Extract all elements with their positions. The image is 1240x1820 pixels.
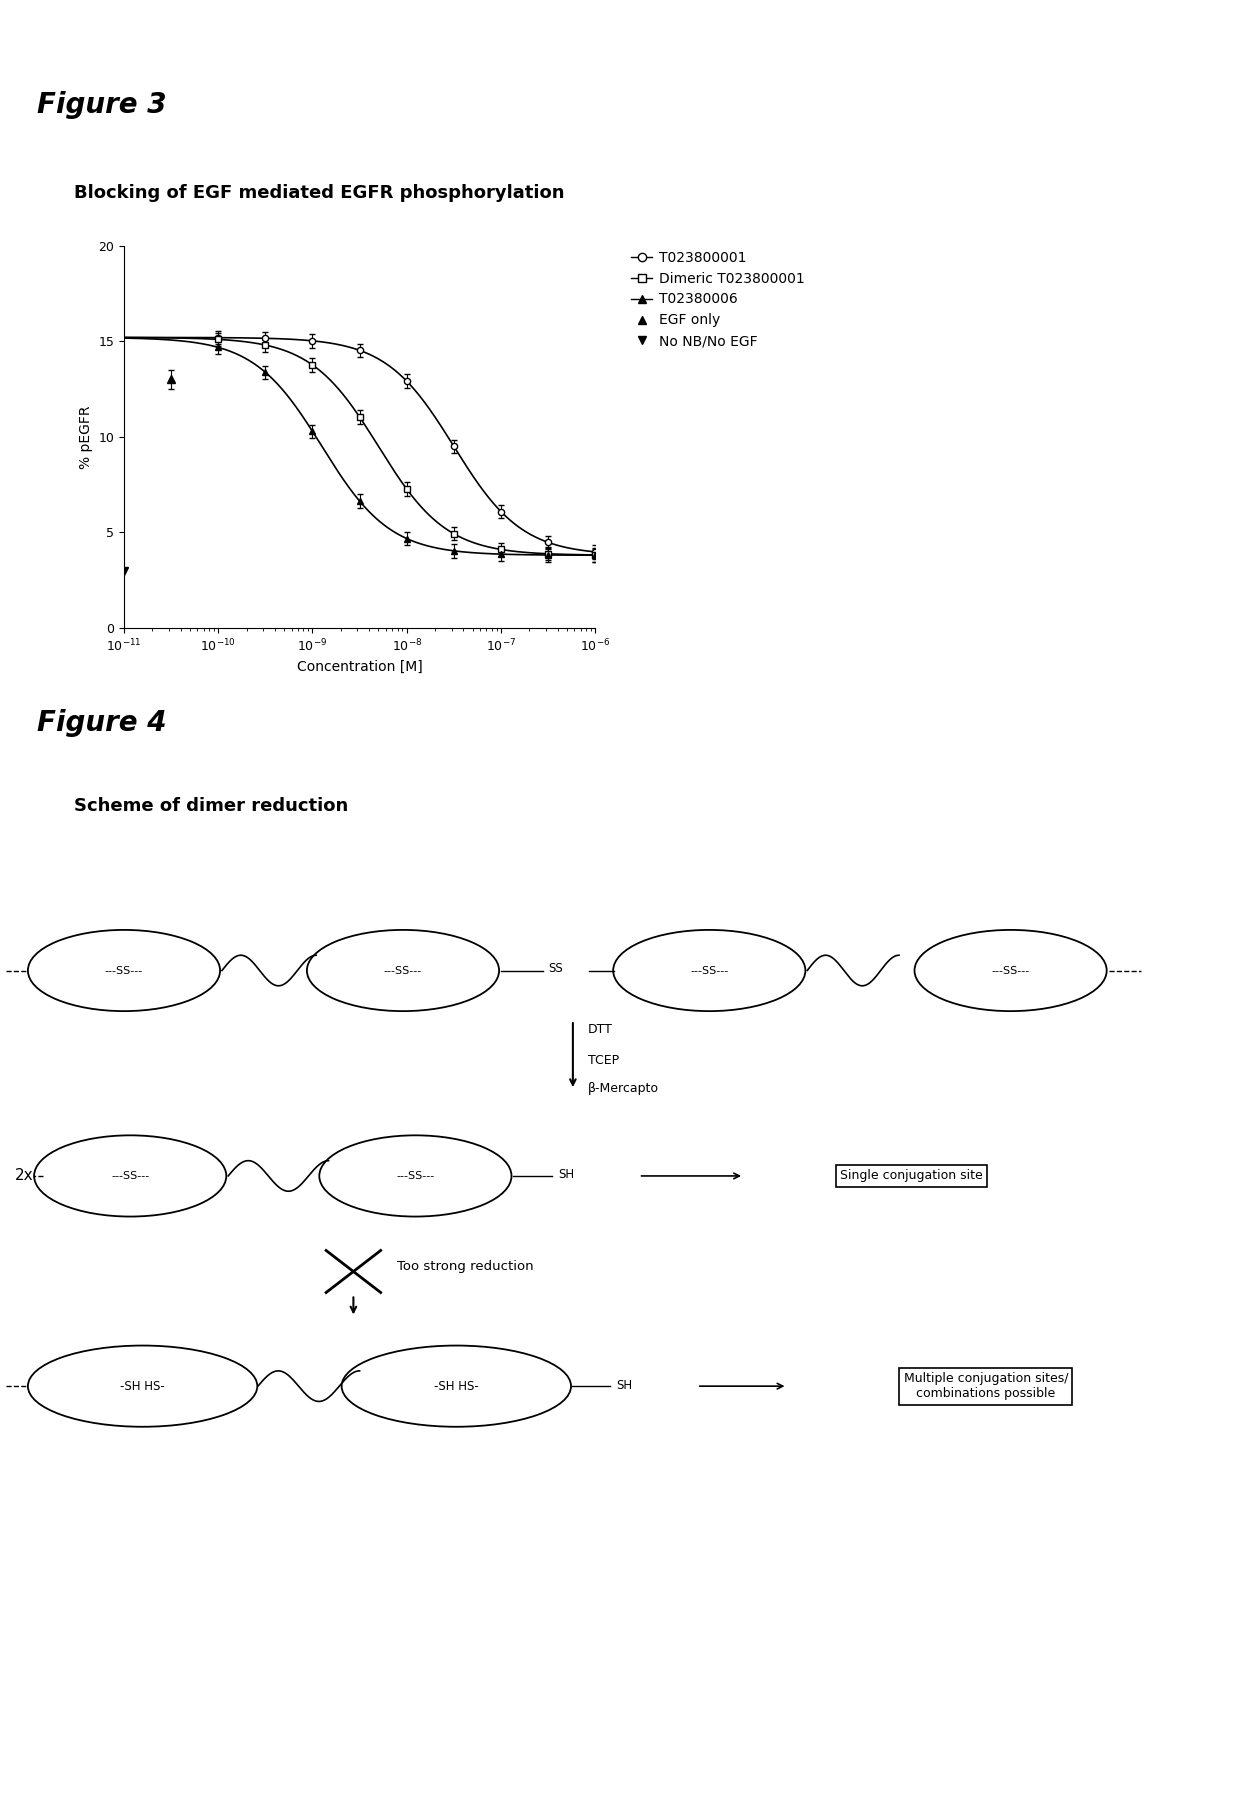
Text: -SH HS-: -SH HS- [434, 1380, 479, 1392]
Text: Single conjugation site: Single conjugation site [839, 1170, 983, 1183]
X-axis label: Concentration [M]: Concentration [M] [296, 661, 423, 673]
Text: ---SS---: ---SS--- [384, 966, 422, 976]
Text: DTT: DTT [588, 1023, 613, 1036]
Text: ---SS---: ---SS--- [112, 1170, 149, 1181]
Text: SS: SS [548, 963, 563, 976]
Text: Figure 3: Figure 3 [37, 91, 166, 118]
Text: SH: SH [558, 1168, 574, 1181]
Text: ---SS---: ---SS--- [105, 966, 143, 976]
Text: ---SS---: ---SS--- [992, 966, 1029, 976]
Text: Scheme of dimer reduction: Scheme of dimer reduction [74, 797, 348, 815]
Text: 2x: 2x [15, 1168, 33, 1183]
Text: -SH HS-: -SH HS- [120, 1380, 165, 1392]
Text: Multiple conjugation sites/
combinations possible: Multiple conjugation sites/ combinations… [904, 1372, 1068, 1400]
Text: ---SS---: ---SS--- [397, 1170, 434, 1181]
Text: ---SS---: ---SS--- [691, 966, 728, 976]
Text: Blocking of EGF mediated EGFR phosphorylation: Blocking of EGF mediated EGFR phosphoryl… [74, 184, 565, 202]
Text: β-Mercapto: β-Mercapto [588, 1083, 658, 1096]
Y-axis label: % pEGFR: % pEGFR [79, 406, 93, 468]
Text: TCEP: TCEP [588, 1054, 619, 1067]
Legend: T023800001, Dimeric T023800001, T02380006, EGF only, No NB/No EGF: T023800001, Dimeric T023800001, T0238000… [626, 246, 811, 353]
Text: Figure 4: Figure 4 [37, 710, 166, 737]
Text: SH: SH [616, 1380, 632, 1392]
Text: Too strong reduction: Too strong reduction [397, 1259, 533, 1274]
